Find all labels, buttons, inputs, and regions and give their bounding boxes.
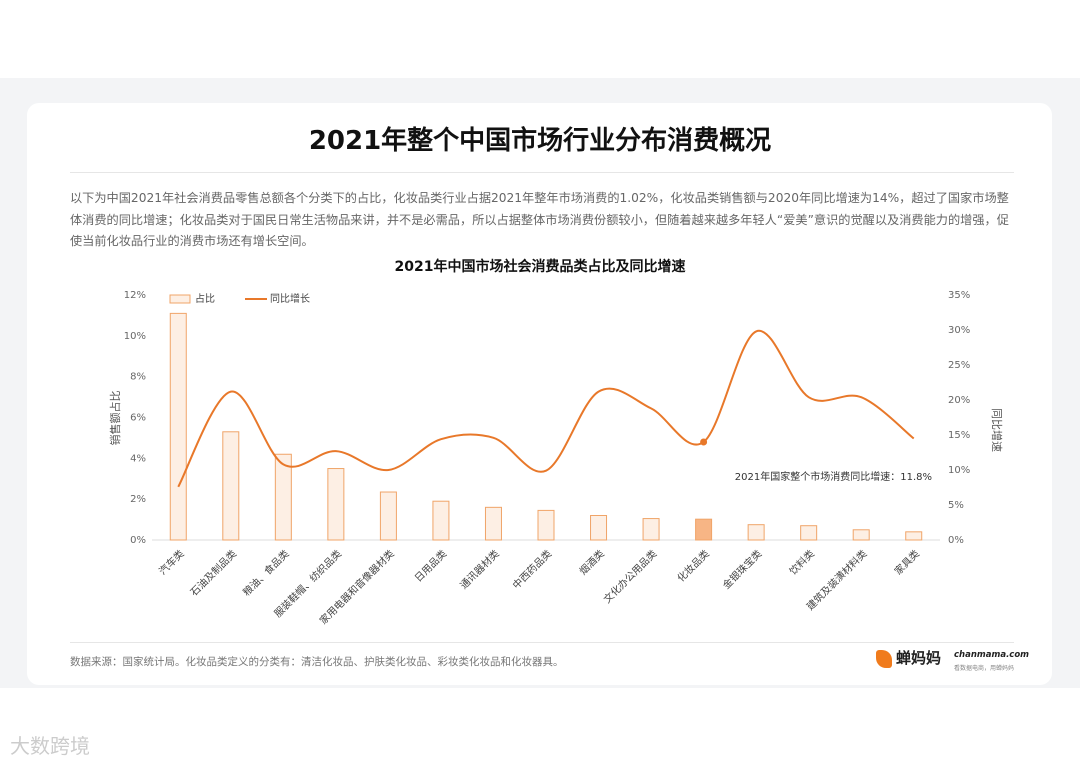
x-tick-label: 烟酒类 <box>576 547 606 577</box>
bar <box>905 531 923 541</box>
x-tick-label: 汽车类 <box>156 547 186 577</box>
paragraph: 以下为中国2021年社会消费品零售总额各个分类下的占比，化妆品类行业占据2021… <box>70 191 1009 248</box>
x-tick-label: 饮料类 <box>787 547 817 577</box>
y-tick-label: 12% <box>124 290 146 301</box>
x-tick-label: 金银珠宝类 <box>720 547 765 592</box>
annotation: 2021年国家整个市场消费同比增速：11.8% <box>735 470 932 483</box>
x-tick-label: 家具类 <box>892 547 922 577</box>
x-tick-label: 通讯器材类 <box>457 547 502 592</box>
x-tick-label: 中西药品类 <box>510 547 555 592</box>
card <box>27 103 1052 685</box>
divider <box>70 172 1014 173</box>
y-tick-label: 2% <box>130 494 146 505</box>
divider <box>70 642 1014 643</box>
x-tick-label: 石油及制品类 <box>187 547 239 599</box>
y2-tick-label: 25% <box>948 360 970 371</box>
logo-name: 蝉妈妈 <box>896 649 942 667</box>
bar <box>222 431 240 541</box>
bar <box>274 453 292 541</box>
y2-tick-label: 20% <box>948 395 970 406</box>
y2-tick-label: 30% <box>948 325 970 336</box>
logo-icon <box>876 649 892 668</box>
x-tick-label: 化妆品类 <box>674 547 711 584</box>
bar <box>537 509 555 541</box>
x-tick-label: 文化办公用品类 <box>601 547 660 606</box>
watermark: 大数跨境 <box>10 734 90 758</box>
y2-tick-label: 15% <box>948 430 970 441</box>
bar <box>432 500 450 541</box>
page-title: 2021年整个中国市场行业分布消费概况 <box>308 126 772 156</box>
logo: 蝉妈妈 <box>876 647 941 668</box>
bar <box>327 468 345 541</box>
y2-tick-label: 5% <box>948 500 964 511</box>
y-tick-label: 4% <box>130 453 146 464</box>
x-tick-label: 日用品类 <box>412 547 449 584</box>
bar <box>800 525 818 541</box>
chart-title: 2021年中国市场社会消费品类占比及同比增速 <box>395 258 686 275</box>
bar <box>747 524 765 541</box>
y-axis-label: 销售额占比 <box>108 391 122 446</box>
footer: 数据来源：国家统计局。化妆品类定义的分类有：清洁化妆品、护肤类化妆品、彩妆类化妆… <box>70 656 564 668</box>
bar <box>484 506 502 541</box>
y-tick-label: 10% <box>124 331 146 342</box>
y2-tick-label: 10% <box>948 465 970 476</box>
point-marker <box>700 438 708 446</box>
y2-tick-label: 0% <box>948 535 964 546</box>
logo-slogan: 看数据电商，用蝉妈妈 <box>954 665 1015 672</box>
bar <box>590 515 608 541</box>
x-tick-label: 粮油、食品类 <box>240 547 292 599</box>
legend-swatch <box>169 294 191 304</box>
bar <box>852 529 870 541</box>
y-tick-label: 6% <box>130 413 146 424</box>
legend-label: 占比 <box>195 292 215 305</box>
bar <box>642 518 660 541</box>
line <box>177 330 915 488</box>
y2-axis-label: 同比增速 <box>990 408 1004 452</box>
y-tick-label: 0% <box>130 535 146 546</box>
legend-label: 同比增长 <box>270 292 310 305</box>
bar <box>379 491 397 541</box>
logo-site: chanmama.com <box>954 650 1030 660</box>
chart: 2021年中国市场社会消费品类占比及同比增速 销售额占比 同比增速 2021年国… <box>108 258 1004 627</box>
y2-tick-label: 35% <box>948 290 970 301</box>
bar <box>695 518 713 541</box>
y-tick-label: 8% <box>130 372 146 383</box>
bar <box>169 312 187 541</box>
